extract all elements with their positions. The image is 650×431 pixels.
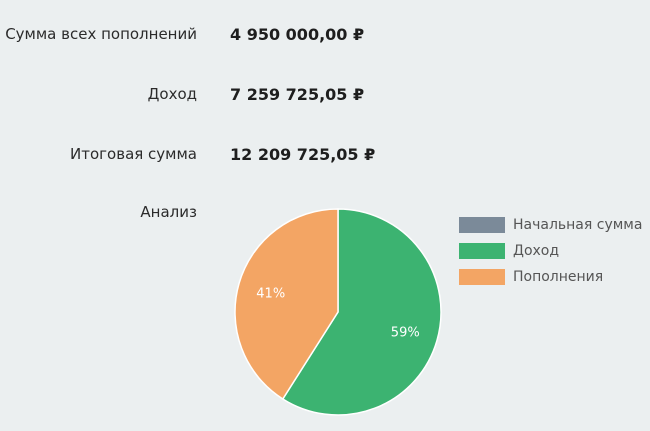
legend-label-deposits: Пополнения [513, 269, 604, 285]
pie-slice-label-1: 59% [391, 326, 420, 341]
legend-item-deposits[interactable]: Пополнения [459, 268, 642, 286]
legend-swatch-deposits [459, 269, 505, 285]
final-sum-label: Итоговая сумма [70, 145, 197, 163]
income-label: Доход [147, 85, 197, 103]
pie-slice-2[interactable] [234, 208, 339, 401]
analysis-label: Анализ [140, 203, 197, 221]
total-deposits-value: 4 950 000,00 ₽ [230, 25, 365, 44]
pie-slice-label-2: 41% [256, 286, 285, 301]
pie-slice-1[interactable] [281, 208, 442, 416]
legend-item-initial-sum[interactable]: Начальная сумма [459, 216, 642, 234]
legend-item-income[interactable]: Доход [459, 242, 642, 260]
legend-label-initial-sum: Начальная сумма [513, 217, 643, 233]
income-value: 7 259 725,05 ₽ [230, 85, 365, 104]
legend-label-income: Доход [513, 243, 560, 259]
legend-swatch-income [459, 243, 505, 259]
chart-legend: Начальная сумма Доход Пополнения [459, 216, 642, 294]
legend-swatch-initial-sum [459, 217, 505, 233]
pie-chart: 59% 41% [234, 208, 442, 416]
total-deposits-label: Сумма всех пополнений [5, 25, 197, 43]
final-sum-value: 12 209 725,05 ₽ [230, 145, 376, 164]
